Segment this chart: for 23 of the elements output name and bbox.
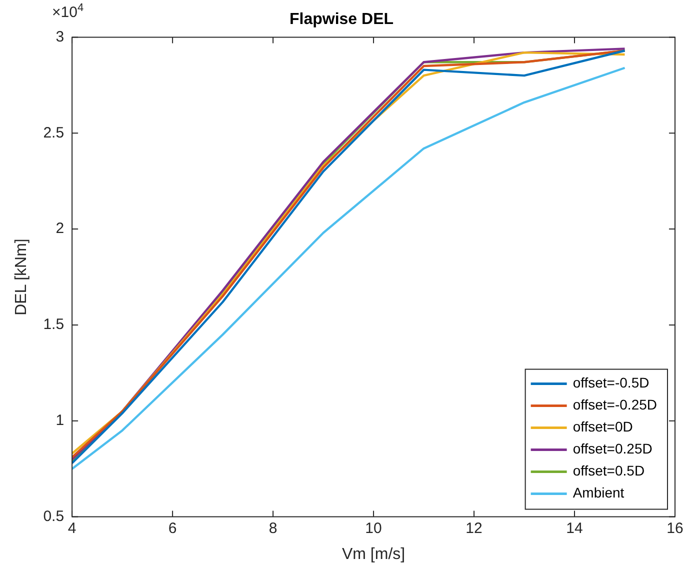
y-tick-label: 3 xyxy=(56,28,64,46)
chart-title: Flapwise DEL xyxy=(289,11,394,28)
x-tick-label: 8 xyxy=(268,520,278,537)
y-tick-label: 1.5 xyxy=(43,316,64,334)
legend-label: offset=0D xyxy=(572,418,633,435)
x-tick-label: 14 xyxy=(566,520,583,537)
y-tick-label: 0.5 xyxy=(43,508,64,525)
legend-label: offset=0.5D xyxy=(572,462,645,479)
x-tick-label: 12 xyxy=(466,520,482,537)
x-axis-title: Vm [m/s] xyxy=(342,546,406,563)
text: ×10$^{4}$ xyxy=(52,2,84,21)
y-axis-title: DEL [kNm] xyxy=(13,238,30,316)
legend-label: Ambient xyxy=(572,484,624,501)
y-tick-label: 2 xyxy=(56,220,64,238)
x-tick-label: 16 xyxy=(666,520,684,537)
y-tick-label: 1 xyxy=(56,412,64,430)
legend-label: offset=-0.25D xyxy=(572,396,658,413)
y-tick-label: 2.5 xyxy=(43,124,64,142)
x-tick-label: 4 xyxy=(68,520,76,537)
x-tick-label: 10 xyxy=(365,520,382,537)
legend-label: offset=-0.5D xyxy=(572,374,650,391)
legend-label: offset=0.25D xyxy=(572,440,652,457)
x-tick-label: 6 xyxy=(168,520,177,537)
